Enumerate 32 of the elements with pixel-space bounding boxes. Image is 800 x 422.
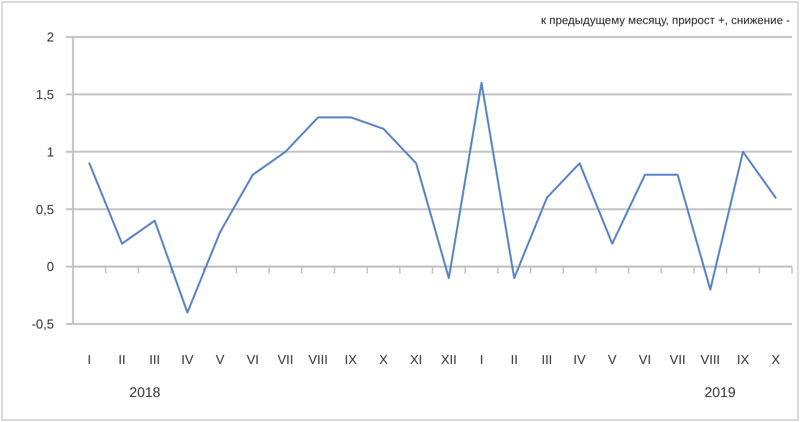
x-tick-label: VI (638, 352, 652, 367)
x-tick-label: V (608, 352, 617, 367)
x-tick-label: IV (573, 352, 586, 367)
x-tick-label: IX (344, 352, 358, 367)
x-tick-label: I (480, 352, 484, 367)
x-tick-label: X (379, 352, 388, 367)
x-tick-label: VIII (700, 352, 720, 367)
y-tick-label: 1 (46, 144, 54, 160)
y-tick-label: 0 (46, 259, 54, 274)
x-tick-label: IV (181, 352, 194, 367)
x-tick-label: VII (277, 352, 294, 367)
x-tick-label: VI (246, 352, 259, 367)
line-series (88, 82, 777, 314)
y-tick-label: 0,5 (36, 202, 54, 217)
x-tick-label: II (118, 352, 126, 367)
x-tick-label: III (149, 352, 160, 367)
x-tick-label: II (510, 352, 518, 367)
x-tick-label: V (216, 352, 225, 367)
text: 2019 (704, 384, 736, 400)
x-tick-label: III (541, 352, 552, 367)
y-tick-label: 2 (46, 30, 54, 45)
y-tick-label: 1,5 (36, 86, 54, 102)
text: 2018 (129, 384, 161, 400)
x-tick-label: IX (736, 352, 750, 367)
x-tick-label: VII (670, 352, 686, 367)
x-tick-label: XI (410, 352, 422, 367)
x-tick-label: XII (440, 352, 457, 367)
chart-title: к предыдущему месяцу, прирост +, снижение - (541, 15, 790, 27)
x-tick-label: VIII (308, 352, 328, 367)
y-tick-label: -0,5 (32, 316, 54, 332)
x-tick-label: I (88, 352, 92, 367)
x-tick-label: X (771, 352, 780, 367)
